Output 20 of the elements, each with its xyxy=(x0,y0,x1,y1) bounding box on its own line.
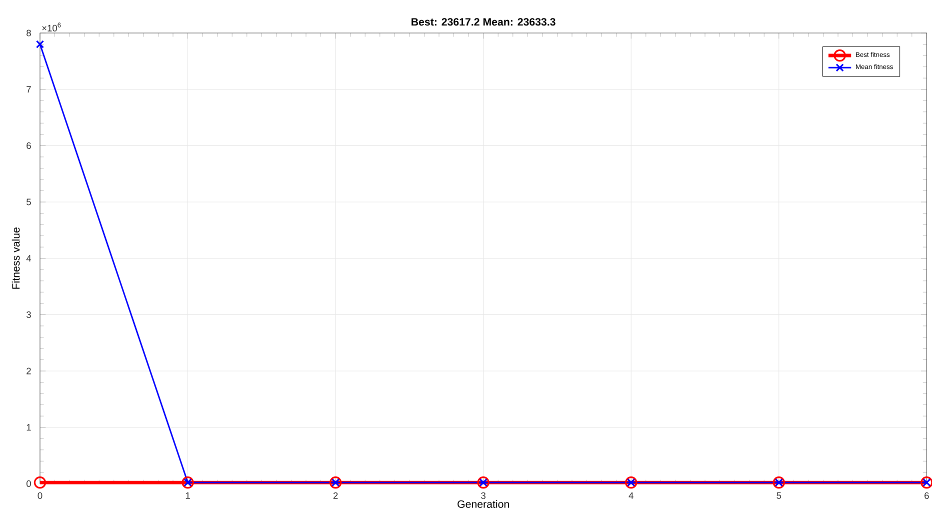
x-axis-title: Generation xyxy=(458,500,509,508)
x-tick-label: 5 xyxy=(776,492,782,499)
x-tick-label: 3 xyxy=(481,492,486,499)
y-tick-label: 4 xyxy=(26,255,32,262)
y-axis-title: Fitness value xyxy=(12,228,20,289)
x-tick-label: 6 xyxy=(924,492,929,499)
y-tick-label: 6 xyxy=(26,142,31,149)
x-tick-label: 1 xyxy=(186,492,190,499)
y-tick-label: 3 xyxy=(26,311,31,318)
y-tick-label: 0 xyxy=(26,480,31,487)
y-tick-label: 8 xyxy=(26,30,31,36)
text: ×10$^{6}$ xyxy=(42,22,61,32)
x-tick-label: 0 xyxy=(38,492,42,499)
x-tick-label: 4 xyxy=(628,492,634,499)
x-tick-label: 2 xyxy=(333,492,338,499)
chart-title: Best: 23617.2 Mean: 23633.3 xyxy=(412,18,556,26)
y-tick-label: 7 xyxy=(26,86,31,93)
y-tick-label: 1 xyxy=(26,424,31,431)
y-tick-label: 2 xyxy=(26,368,31,374)
y-tick-label: 5 xyxy=(26,198,31,206)
